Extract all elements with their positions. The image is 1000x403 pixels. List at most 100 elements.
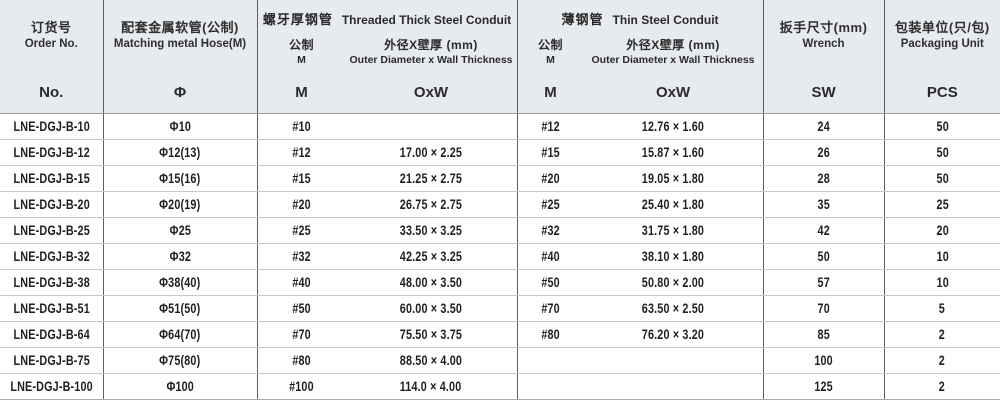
cell-wrench-sw: 24 — [763, 113, 885, 140]
table-row: LNE-DGJ-B-38 Φ38(40) #40 48.00 × 3.50 #50 50.… — [0, 269, 1000, 296]
cell-thin-oxw: 31.75 × 1.80 — [583, 217, 764, 244]
cell-threaded-m: #20 — [257, 191, 345, 218]
cell-hose: Φ75(80) — [103, 347, 258, 374]
table-row: LNE-DGJ-B-10 Φ10 #10 #12 12.76 × 1.60 24 50 — [0, 113, 1000, 140]
cell-hose: Φ20(19) — [103, 191, 258, 218]
order-no-symbol: No. — [39, 84, 64, 101]
cell-wrench-sw: 100 — [763, 347, 885, 374]
cell-packaging-pcs: 2 — [884, 373, 1000, 400]
cell-thin-m: #32 — [517, 217, 584, 244]
cell-wrench-sw: 57 — [763, 269, 885, 296]
cell-wrench-sw: 28 — [763, 165, 885, 192]
cell-thin-m: #15 — [517, 139, 584, 166]
cell-thin-m — [517, 373, 584, 400]
threaded-size-subheader: 外径X壁厚 (mm) Outer Diameter x Wall Thickne… — [349, 38, 513, 66]
cell-order-no: LNE-DGJ-B-20 — [0, 191, 104, 218]
cell-threaded-oxw: 60.00 × 3.50 — [345, 295, 518, 322]
cell-wrench-sw: 125 — [763, 373, 885, 400]
wrench-symbol: SW — [811, 84, 836, 101]
cell-threaded-m: #15 — [257, 165, 345, 192]
cell-hose: Φ51(50) — [103, 295, 258, 322]
threaded-metric-subheader: 公制 M — [288, 38, 314, 66]
cell-hose: Φ25 — [103, 217, 258, 244]
thin-title-zh: 薄钢管 — [561, 12, 604, 27]
cell-threaded-m: #40 — [257, 269, 345, 296]
thin-metric-symbol: M — [544, 84, 557, 101]
threaded-title-en: Threaded Thick Steel Conduit — [341, 13, 512, 27]
hose-title-en: Matching metal Hose(M) — [113, 38, 247, 50]
cell-thin-oxw: 63.50 × 2.50 — [583, 295, 764, 322]
cell-order-no: LNE-DGJ-B-38 — [0, 269, 104, 296]
cell-packaging-pcs: 20 — [884, 217, 1000, 244]
cell-threaded-oxw: 114.0 × 4.00 — [345, 373, 518, 400]
cell-threaded-m: #10 — [257, 113, 345, 140]
table-row: LNE-DGJ-B-51 Φ51(50) #50 60.00 × 3.50 #70 63.… — [0, 295, 1000, 322]
table-row: LNE-DGJ-B-20 Φ20(19) #20 26.75 × 2.75 #25 25.… — [0, 191, 1000, 218]
cell-wrench-sw: 35 — [763, 191, 885, 218]
cell-thin-oxw: 15.87 × 1.60 — [583, 139, 764, 166]
cell-thin-oxw: 50.80 × 2.00 — [583, 269, 764, 296]
cell-threaded-m: #80 — [257, 347, 345, 374]
cell-threaded-m: #100 — [257, 373, 345, 400]
order-no-title-zh: 订货号 — [30, 20, 72, 35]
cell-thin-oxw: 12.76 × 1.60 — [583, 113, 764, 140]
table-row: LNE-DGJ-B-100 Φ100 #100 114.0 × 4.00 125 2 — [0, 373, 1000, 400]
cell-hose: Φ15(16) — [103, 165, 258, 192]
cell-wrench-sw: 85 — [763, 321, 885, 348]
cell-thin-m: #12 — [517, 113, 584, 140]
cell-order-no: LNE-DGJ-B-25 — [0, 217, 104, 244]
col-header-threaded-conduit: 螺牙厚钢管 Threaded Thick Steel Conduit 公制 M … — [257, 0, 518, 114]
table-header: 订货号 Order No. No. 配套金属软管(公制) Matching me… — [0, 0, 1000, 114]
cell-packaging-pcs: 5 — [884, 295, 1000, 322]
cell-thin-m: #80 — [517, 321, 584, 348]
cell-order-no: LNE-DGJ-B-10 — [0, 113, 104, 140]
col-header-wrench: 扳手尺寸(mm) Wrench SW — [763, 0, 885, 114]
col-header-hose: 配套金属软管(公制) Matching metal Hose(M) Φ — [103, 0, 258, 114]
cell-threaded-oxw — [345, 113, 518, 140]
cell-threaded-oxw: 48.00 × 3.50 — [345, 269, 518, 296]
table-row: LNE-DGJ-B-75 Φ75(80) #80 88.50 × 4.00 100 2 — [0, 347, 1000, 374]
cell-thin-oxw: 19.05 × 1.80 — [583, 165, 764, 192]
cell-thin-oxw — [583, 373, 764, 400]
cell-threaded-oxw: 33.50 × 3.25 — [345, 217, 518, 244]
table-row: LNE-DGJ-B-32 Φ32 #32 42.25 × 3.25 #40 38.10 ×… — [0, 243, 1000, 270]
threaded-metric-symbol: M — [295, 84, 308, 101]
cell-order-no: LNE-DGJ-B-64 — [0, 321, 104, 348]
col-header-thin-conduit: 薄钢管 Thin Steel Conduit 公制 M 外径X壁厚 (mm) O… — [517, 0, 764, 114]
cell-packaging-pcs: 50 — [884, 113, 1000, 140]
cell-thin-m: #20 — [517, 165, 584, 192]
packaging-symbol: PCS — [926, 84, 958, 101]
wrench-title-zh: 扳手尺寸(mm) — [779, 20, 868, 35]
col-header-order-no: 订货号 Order No. No. — [0, 0, 104, 114]
cell-packaging-pcs: 10 — [884, 243, 1000, 270]
cell-order-no: LNE-DGJ-B-32 — [0, 243, 104, 270]
packaging-title-zh: 包装单位(只/包) — [894, 20, 990, 35]
cell-order-no: LNE-DGJ-B-100 — [0, 373, 104, 400]
packaging-title-en: Packaging Unit — [900, 38, 984, 50]
cell-threaded-oxw: 26.75 × 2.75 — [345, 191, 518, 218]
threaded-title-zh: 螺牙厚钢管 — [262, 12, 333, 27]
cell-threaded-oxw: 17.00 × 2.25 — [345, 139, 518, 166]
cell-order-no: LNE-DGJ-B-51 — [0, 295, 104, 322]
cell-hose: Φ38(40) — [103, 269, 258, 296]
cell-order-no: LNE-DGJ-B-12 — [0, 139, 104, 166]
cell-threaded-m: #25 — [257, 217, 345, 244]
cell-threaded-oxw: 88.50 × 4.00 — [345, 347, 518, 374]
cell-order-no: LNE-DGJ-B-15 — [0, 165, 104, 192]
wrench-title-en: Wrench — [802, 38, 845, 50]
cell-thin-m: #50 — [517, 269, 584, 296]
cell-hose: Φ12(13) — [103, 139, 258, 166]
cell-thin-m — [517, 347, 584, 374]
cell-threaded-oxw: 21.25 × 2.75 — [345, 165, 518, 192]
table-row: LNE-DGJ-B-25 Φ25 #25 33.50 × 3.25 #32 31.75 ×… — [0, 217, 1000, 244]
hose-symbol: Φ — [173, 84, 187, 101]
thin-conduit-title: 薄钢管 Thin Steel Conduit — [562, 9, 719, 28]
hose-title-zh: 配套金属软管(公制) — [121, 20, 239, 35]
cell-thin-m: #70 — [517, 295, 584, 322]
table-body: LNE-DGJ-B-10 Φ10 #10 #12 12.76 × 1.60 24 50 LNE… — [0, 113, 1000, 400]
cell-hose: Φ32 — [103, 243, 258, 270]
cell-packaging-pcs: 50 — [884, 139, 1000, 166]
cell-packaging-pcs: 50 — [884, 165, 1000, 192]
